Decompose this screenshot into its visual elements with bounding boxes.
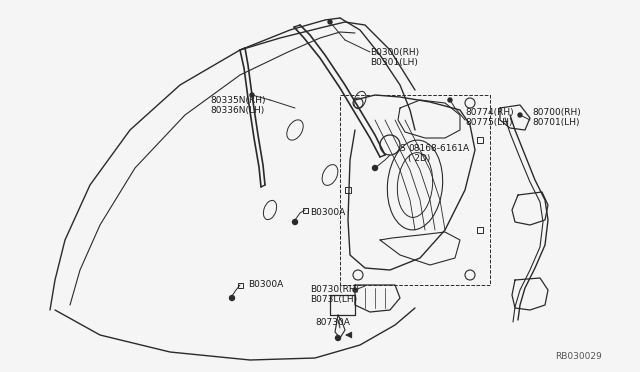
Circle shape (448, 98, 452, 102)
Text: B0300A: B0300A (248, 280, 284, 289)
Bar (477, 227, 483, 233)
Circle shape (353, 288, 357, 292)
Text: B0300(RH): B0300(RH) (370, 48, 419, 57)
Bar (303, 208, 307, 212)
Text: B073L(LH): B073L(LH) (310, 295, 357, 304)
Text: 08168-6161A: 08168-6161A (408, 144, 469, 153)
Text: RB030029: RB030029 (555, 352, 602, 361)
Circle shape (328, 20, 332, 24)
Text: 80336N(LH): 80336N(LH) (210, 106, 264, 115)
Text: B0301(LH): B0301(LH) (370, 58, 418, 67)
Text: 80335N(RH): 80335N(RH) (210, 96, 266, 105)
Circle shape (292, 219, 298, 224)
Text: 80775(LH): 80775(LH) (465, 118, 513, 127)
Text: B0300A: B0300A (310, 208, 345, 217)
Bar (477, 137, 483, 143)
Text: S: S (399, 144, 405, 153)
Text: 80730A: 80730A (315, 318, 350, 327)
Bar (237, 282, 243, 288)
Text: ( 2D): ( 2D) (408, 154, 430, 163)
Circle shape (372, 166, 378, 170)
Text: 80774(RH): 80774(RH) (465, 108, 514, 117)
Circle shape (250, 93, 254, 97)
Circle shape (518, 113, 522, 117)
Circle shape (335, 336, 340, 340)
Text: 80701(LH): 80701(LH) (532, 118, 579, 127)
Circle shape (230, 295, 234, 301)
Bar (345, 187, 351, 193)
Text: 80700(RH): 80700(RH) (532, 108, 580, 117)
Text: B0730(RH): B0730(RH) (310, 285, 359, 294)
